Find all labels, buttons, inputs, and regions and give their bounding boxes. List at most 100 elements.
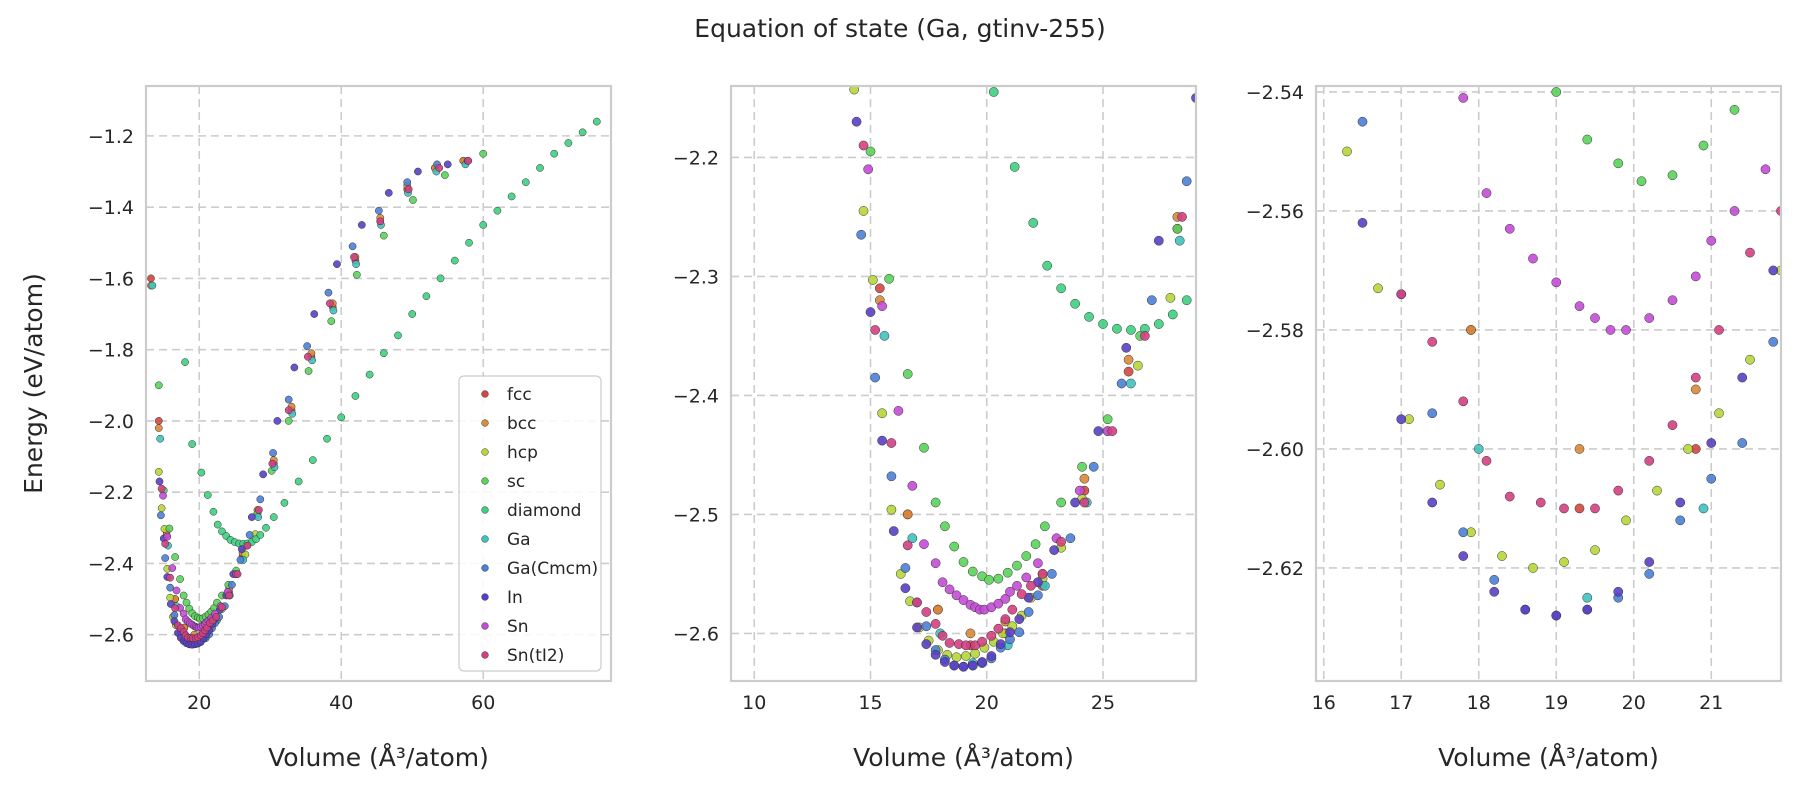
data-point: [1489, 575, 1500, 585]
series-diamond: [988, 87, 1192, 335]
data-point: [930, 619, 941, 629]
series-Sn: [1458, 93, 1771, 335]
data-point: [284, 406, 293, 415]
data-point: [1729, 206, 1740, 216]
grid: [1316, 86, 1781, 681]
data-point: [944, 584, 955, 595]
data-point: [290, 363, 299, 372]
data-point: [304, 367, 313, 375]
data-point: [154, 381, 163, 390]
data-point: [304, 352, 312, 361]
y-tick-label: −2.4: [88, 553, 134, 575]
data-point: [930, 558, 941, 569]
x-tick-label: 20: [187, 692, 211, 714]
data-point: [919, 442, 929, 453]
axes-frame: [1314, 84, 1783, 683]
data-point: [865, 307, 876, 317]
data-point: [157, 484, 166, 493]
data-point: [578, 128, 587, 137]
data-point: [886, 471, 897, 482]
data-point: [213, 520, 222, 529]
data-point: [1079, 497, 1090, 508]
data-point: [937, 577, 948, 588]
legend-label: hcp: [507, 443, 538, 463]
data-point: [269, 513, 278, 521]
legend-label: sc: [507, 472, 525, 492]
data-point: [1177, 212, 1187, 222]
data-point: [1458, 527, 1469, 538]
data-point: [1714, 325, 1724, 335]
data-point: [1181, 176, 1192, 187]
data-point: [1226, 46, 1235, 55]
data-point: [1528, 563, 1538, 573]
series-In: [1357, 218, 1779, 621]
data-point: [1014, 614, 1025, 624]
data-point: [1021, 551, 1032, 561]
data-point: [414, 167, 422, 176]
data-point: [951, 652, 962, 663]
y-tick-label: −2.4: [673, 385, 719, 407]
data-point: [148, 281, 157, 290]
data-point: [1009, 162, 1020, 172]
x-tick-label: 21: [1699, 692, 1723, 714]
data-point: [1737, 438, 1748, 448]
data-point: [960, 640, 971, 651]
data-point: [1174, 235, 1185, 246]
legend-label: Ga(Cmcm): [507, 559, 598, 579]
data-point: [165, 524, 174, 533]
y-tick-label: −2.2: [88, 482, 134, 504]
data-point: [237, 545, 246, 554]
data-point: [212, 613, 221, 621]
data-point: [949, 660, 960, 671]
data-point: [1056, 536, 1067, 547]
data-point: [1675, 497, 1686, 508]
data-point: [284, 395, 293, 404]
data-point: [1574, 444, 1585, 454]
data-point: [228, 580, 236, 589]
data-point: [1030, 539, 1041, 550]
data-point: [949, 541, 960, 552]
series-bcc: [1466, 325, 1701, 454]
data-point: [435, 164, 444, 172]
data-point: [1366, 4, 1375, 13]
y-tick-label: −2.3: [673, 266, 719, 288]
x-tick-label: 18: [1467, 692, 1491, 714]
data-point: [1126, 325, 1136, 335]
data-point: [856, 229, 867, 240]
data-point: [884, 273, 894, 284]
series-In: [851, 93, 1196, 672]
data-point: [1760, 164, 1771, 175]
legend-marker: [481, 506, 489, 514]
data-point: [1473, 444, 1484, 454]
data-point: [1551, 610, 1562, 621]
y-tick-label: −2.5: [673, 504, 719, 526]
data-point: [256, 531, 265, 539]
data-point: [970, 648, 980, 659]
data-point: [930, 497, 941, 508]
data-point: [179, 591, 188, 600]
data-point: [902, 509, 913, 520]
data-point: [479, 149, 488, 158]
data-point: [422, 292, 431, 301]
data-point: [1056, 497, 1067, 508]
data-point: [1373, 283, 1383, 294]
data-point: [1088, 461, 1099, 472]
data-point: [900, 583, 911, 594]
data-point: [1621, 325, 1631, 335]
data-point: [988, 87, 999, 97]
data-point: [865, 146, 876, 157]
data-point: [1768, 337, 1779, 347]
data-point: [1123, 354, 1134, 365]
data-point: [1074, 485, 1085, 496]
data-point: [1528, 253, 1538, 264]
data-point: [849, 86, 860, 95]
data-point: [912, 597, 922, 608]
data-point: [879, 331, 890, 341]
data-point: [921, 621, 932, 632]
data-point: [1675, 515, 1686, 526]
data-point: [1040, 521, 1050, 532]
data-point: [1224, 22, 1233, 31]
data-point: [1644, 569, 1655, 579]
data-point: [450, 256, 459, 265]
